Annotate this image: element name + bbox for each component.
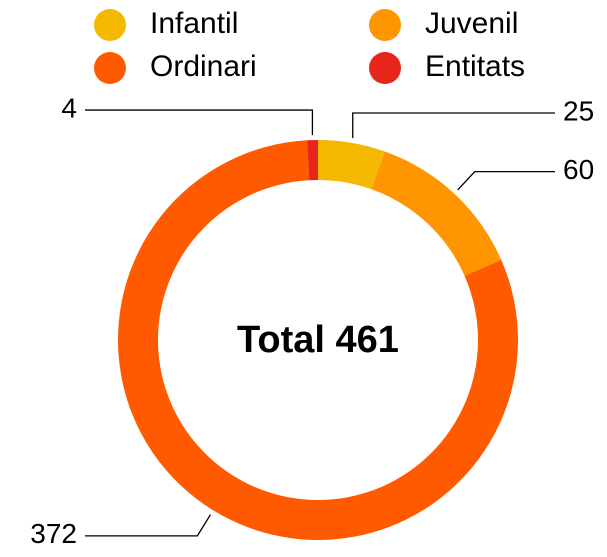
- center-label: Total 461: [237, 319, 399, 361]
- legend-swatch: [94, 52, 126, 84]
- value-label: 25: [563, 95, 594, 126]
- leader-line: [457, 171, 555, 191]
- legend-label: Ordinari: [150, 50, 257, 83]
- donut-segment: [318, 140, 385, 190]
- legend-swatch: [369, 9, 401, 41]
- leader-line: [85, 514, 212, 537]
- legend-label: Juvenil: [425, 7, 518, 40]
- legend-label: Infantil: [150, 7, 238, 40]
- value-label: 60: [563, 154, 594, 185]
- value-label: 372: [30, 518, 77, 549]
- leader-line: [85, 109, 314, 136]
- legend-swatch: [94, 9, 126, 41]
- donut-segment: [371, 151, 502, 276]
- donut-segment: [307, 140, 318, 181]
- legend-label: Entitats: [425, 50, 525, 83]
- leader-line: [352, 112, 555, 138]
- value-label: 4: [61, 92, 77, 123]
- legend-swatch: [369, 52, 401, 84]
